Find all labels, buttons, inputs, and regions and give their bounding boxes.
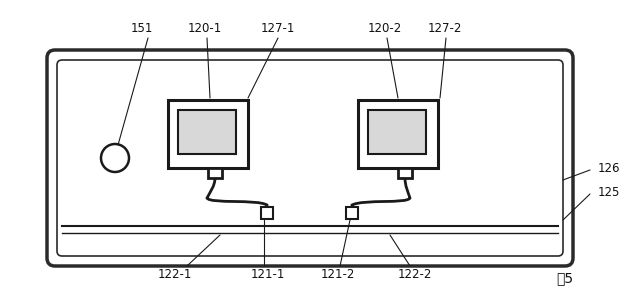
Text: 151: 151 xyxy=(131,22,153,34)
Text: 125: 125 xyxy=(598,187,620,200)
Text: 127-1: 127-1 xyxy=(261,22,295,34)
Text: 121-1: 121-1 xyxy=(251,268,285,281)
Text: 126: 126 xyxy=(598,161,621,175)
Text: 122-1: 122-1 xyxy=(158,268,192,281)
Bar xyxy=(208,168,222,178)
Bar xyxy=(178,110,236,154)
Bar xyxy=(368,110,426,154)
Bar xyxy=(261,207,273,219)
Text: 120-2: 120-2 xyxy=(368,22,402,34)
Text: 122-2: 122-2 xyxy=(398,268,432,281)
FancyBboxPatch shape xyxy=(47,50,573,266)
Bar xyxy=(168,100,248,168)
Bar xyxy=(358,100,438,168)
Bar xyxy=(398,168,412,178)
Text: 図5: 図5 xyxy=(556,271,573,285)
Text: 127-2: 127-2 xyxy=(428,22,462,34)
Text: 121-2: 121-2 xyxy=(321,268,355,281)
Bar xyxy=(346,207,358,219)
Text: 120-1: 120-1 xyxy=(188,22,222,34)
